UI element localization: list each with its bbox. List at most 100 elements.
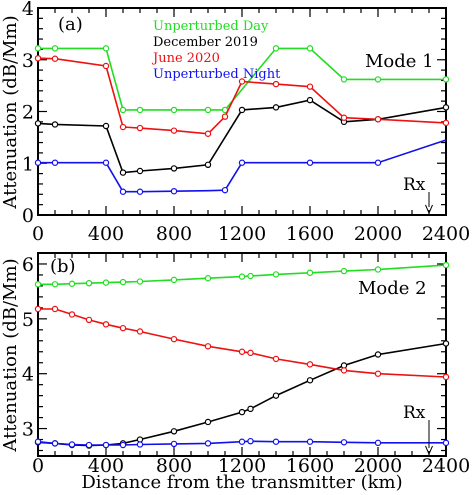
panel-b-series-december-2019-point <box>170 428 178 435</box>
panel-a-series-unperturbed-night-point <box>102 159 110 166</box>
panel-a-series-unperturbed-night-point <box>306 159 314 166</box>
panel-a-rx-label: Rx <box>403 175 426 195</box>
panel-a-series-unperturbed-day-point <box>374 76 382 83</box>
panel-a-series-june-2020-line <box>37 57 447 135</box>
panel-a-series-june-2020-point <box>170 127 178 134</box>
panel-a-x-tick-label: 800 <box>156 223 192 245</box>
panel-b-series-unperturbed-night-point <box>238 438 246 445</box>
panel-b-series-unperturbed-night-point <box>34 438 42 445</box>
panel-b-series-unperturbed-night-point <box>170 440 178 448</box>
panel-b: 0 400 800 1200 1600 2000 2400 3 4 5 6 (b) Mode 2 R… <box>22 252 470 477</box>
panel-b-series-june-2020-point <box>442 373 450 381</box>
panel-a-series-unperturbed-day-point <box>306 45 314 52</box>
panel-a-series-december-2019-point <box>272 104 280 111</box>
panel-b-series-unperturbed-day-point <box>272 271 280 278</box>
panel-b-series-unperturbed-day-point <box>374 266 382 273</box>
panel-b-ticks: 0 400 800 1200 1600 2000 2400 3 4 5 6 <box>22 252 470 477</box>
panel-a-mode-label: Mode 1 <box>365 51 434 72</box>
panel-b-series-unperturbed-day-point <box>85 279 93 287</box>
panel-b-series-december-2019-point <box>442 340 450 347</box>
panel-b-series-december-2019-point <box>374 351 382 358</box>
panel-b-series-unperturbed-day-point <box>68 280 76 287</box>
panel-b-series-june-2020-point <box>170 335 178 343</box>
panel-b-y-tick-label: 4 <box>22 364 34 386</box>
panel-a-series-june-2020-point <box>238 78 246 85</box>
panel-a-x-tick-label: 1200 <box>218 223 266 245</box>
panel-b-series-june-2020-point <box>340 367 348 374</box>
panel-b-x-tick-label: 1200 <box>218 455 266 477</box>
panel-b-rx-label: Rx <box>403 403 426 423</box>
panel-b-series-december-2019-point <box>247 405 254 413</box>
legend-entry-unperturbed-day: Unperturbed Day <box>153 19 269 34</box>
panel-a-y-tick-label: 3 <box>22 50 34 72</box>
panel-a-series-unperturbed-day-point <box>119 106 127 114</box>
panel-a-series-june-2020-point <box>34 54 42 62</box>
panel-b-series-unperturbed-night-point <box>119 441 127 449</box>
panel-a-series-unperturbed-day-point <box>442 76 450 83</box>
panel-b-series-unperturbed-night-point <box>247 437 254 445</box>
panel-b-series-unperturbed-night-point <box>204 440 212 447</box>
panel-b-series-unperturbed-night-line <box>37 440 446 446</box>
panel-a-series-june-2020-point <box>272 80 280 88</box>
panel-a-series-unperturbed-night-point <box>34 159 42 166</box>
panel-b-series-june-2020-line <box>38 308 447 378</box>
panel-a-series-june-2020-point <box>102 62 110 70</box>
panel-a-series-unperturbed-night-point <box>374 159 382 166</box>
legend-entry-unperturbed-night: Unperturbed Night <box>153 67 281 82</box>
panel-a-y-axis-label: Attenuation (dB/Mm) <box>0 15 21 209</box>
panel-b-series-december-2019-point <box>272 392 280 399</box>
panel-b-series-unperturbed-night-point <box>136 441 144 448</box>
panel-a-ticks: 0 400 800 1200 1600 2000 2400 0 1 2 3 4 <box>22 0 470 245</box>
panel-b-series-december-2019-point <box>306 377 314 384</box>
panel-b-series-unperturbed-day-point <box>34 281 42 288</box>
panel-b-series-june-2020-point <box>374 370 382 377</box>
panel-a-series-june-2020-point <box>204 130 212 137</box>
panel-b-series-unperturbed-night-point <box>340 439 348 446</box>
panel-b-series-unperturbed-day-point <box>51 281 59 288</box>
panel-b-x-tick-label: 1600 <box>286 455 334 477</box>
panel-a-series-june-2020-point <box>374 116 382 123</box>
panel-a-series-december-2019-point <box>136 167 144 175</box>
panel-b-y-tick-label: 3 <box>22 419 34 441</box>
panel-a-series-unperturbed-day-point <box>204 106 212 114</box>
panel-b-series-june-2020-point <box>247 349 254 357</box>
panel-a-series-june-2020-point <box>306 83 314 90</box>
panel-b-series-unperturbed-day-point <box>102 279 110 286</box>
panel-b-series-december-2019-point <box>238 408 246 416</box>
panel-b-series-unperturbed-day-point <box>247 272 254 280</box>
panel-a-rx-arrow-head <box>425 204 433 215</box>
panel-b-x-tick-label: 2400 <box>422 455 470 477</box>
panel-a-series-unperturbed-day-point <box>340 76 348 83</box>
panel-a-series-december-2019-point <box>170 165 178 172</box>
panel-a-series-december-2019-point <box>306 96 314 104</box>
panel-a-x-tick-label: 400 <box>88 223 124 245</box>
panel-b-x-tick-label: 400 <box>88 455 124 477</box>
panel-b-series-june-2020-point <box>102 321 110 328</box>
panel-a-series-unperturbed-day-point <box>136 106 144 114</box>
panel-b-series-unperturbed-night-point <box>442 439 450 447</box>
panel-b-series-june-2020-point <box>238 348 246 355</box>
panel-b-rx-arrow-head <box>425 445 433 456</box>
panel-b-y-axis-label: Attenuation (dB/Mm) <box>0 258 21 452</box>
panel-b-series-unperturbed-day-point <box>136 278 144 285</box>
panel-a-y-tick-label: 1 <box>22 153 34 175</box>
panel-a-y-tick-label: 0 <box>22 205 34 227</box>
panel-b-series-june-2020-point <box>51 305 59 313</box>
panel-b-series-unperturbed-day-point <box>204 275 212 282</box>
panel-b-series-unperturbed-day-point <box>238 273 246 280</box>
panel-b-series-unperturbed-night-point <box>102 441 110 449</box>
panel-a-series-unperturbed-night-point <box>119 188 127 195</box>
panel-a-series-december-2019-point <box>119 169 127 176</box>
panel-a-series-june-2020-point <box>340 114 348 121</box>
legend-entry-december-2019: December 2019 <box>153 35 258 50</box>
panel-b-series-june-2020-point <box>68 311 76 318</box>
panel-b-series-june-2020-point <box>306 361 314 368</box>
panel-a-series-december-2019-point <box>51 121 59 128</box>
panel-a-series-unperturbed-night-point <box>51 159 59 166</box>
panel-b-x-tick-label: 800 <box>156 455 192 477</box>
panel-a-label: (a) <box>58 14 83 35</box>
panel-a-series-december-2019-point <box>238 106 246 114</box>
panel-a-x-tick-label: 2400 <box>422 223 470 245</box>
panel-a-series-unperturbed-day-point <box>102 45 110 52</box>
panel-b-series-june-2020-point <box>204 343 212 350</box>
